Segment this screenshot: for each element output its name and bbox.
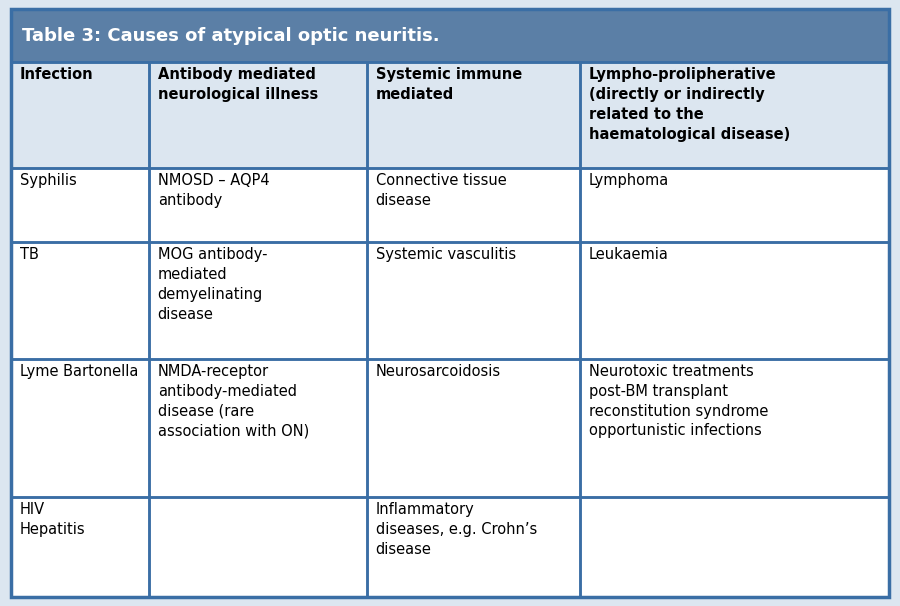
- Bar: [366, 62, 580, 168]
- Bar: [11, 62, 148, 168]
- Bar: [580, 168, 889, 242]
- Text: Neurosarcoidosis: Neurosarcoidosis: [375, 364, 500, 379]
- Bar: [148, 498, 366, 597]
- Text: Systemic vasculitis: Systemic vasculitis: [375, 247, 516, 262]
- Bar: [366, 498, 580, 597]
- Bar: [11, 359, 148, 498]
- Bar: [580, 359, 889, 498]
- Bar: [366, 242, 580, 359]
- Bar: [11, 9, 889, 62]
- Bar: [580, 498, 889, 597]
- Bar: [366, 359, 580, 498]
- Text: Leukaemia: Leukaemia: [589, 247, 669, 262]
- Text: Syphilis: Syphilis: [20, 173, 76, 188]
- Text: Inflammatory
diseases, e.g. Crohn’s
disease: Inflammatory diseases, e.g. Crohn’s dise…: [375, 502, 536, 557]
- Text: NMOSD – AQP4
antibody: NMOSD – AQP4 antibody: [158, 173, 269, 208]
- Bar: [148, 242, 366, 359]
- Text: Connective tissue
disease: Connective tissue disease: [375, 173, 507, 208]
- Bar: [11, 242, 148, 359]
- Bar: [366, 168, 580, 242]
- Bar: [580, 62, 889, 168]
- Text: Systemic immune
mediated: Systemic immune mediated: [375, 67, 522, 102]
- Text: Table 3: Causes of atypical optic neuritis.: Table 3: Causes of atypical optic neurit…: [22, 27, 440, 45]
- Text: Antibody mediated
neurological illness: Antibody mediated neurological illness: [158, 67, 318, 102]
- Bar: [11, 168, 148, 242]
- Bar: [148, 62, 366, 168]
- Text: Neurotoxic treatments
post-BM transplant
reconstitution syndrome
opportunistic i: Neurotoxic treatments post-BM transplant…: [589, 364, 769, 439]
- Text: HIV
Hepatitis: HIV Hepatitis: [20, 502, 86, 537]
- Text: Lyme Bartonella: Lyme Bartonella: [20, 364, 139, 379]
- Text: Lympho-prolipherative
(directly or indirectly
related to the
haematological dise: Lympho-prolipherative (directly or indir…: [589, 67, 790, 142]
- Bar: [11, 498, 148, 597]
- Text: TB: TB: [20, 247, 39, 262]
- Bar: [148, 168, 366, 242]
- Text: Infection: Infection: [20, 67, 94, 82]
- Bar: [148, 359, 366, 498]
- Bar: [580, 242, 889, 359]
- Text: Lymphoma: Lymphoma: [589, 173, 670, 188]
- Text: NMDA-receptor
antibody-mediated
disease (rare
association with ON): NMDA-receptor antibody-mediated disease …: [158, 364, 309, 439]
- Text: MOG antibody-
mediated
demyelinating
disease: MOG antibody- mediated demyelinating dis…: [158, 247, 267, 322]
